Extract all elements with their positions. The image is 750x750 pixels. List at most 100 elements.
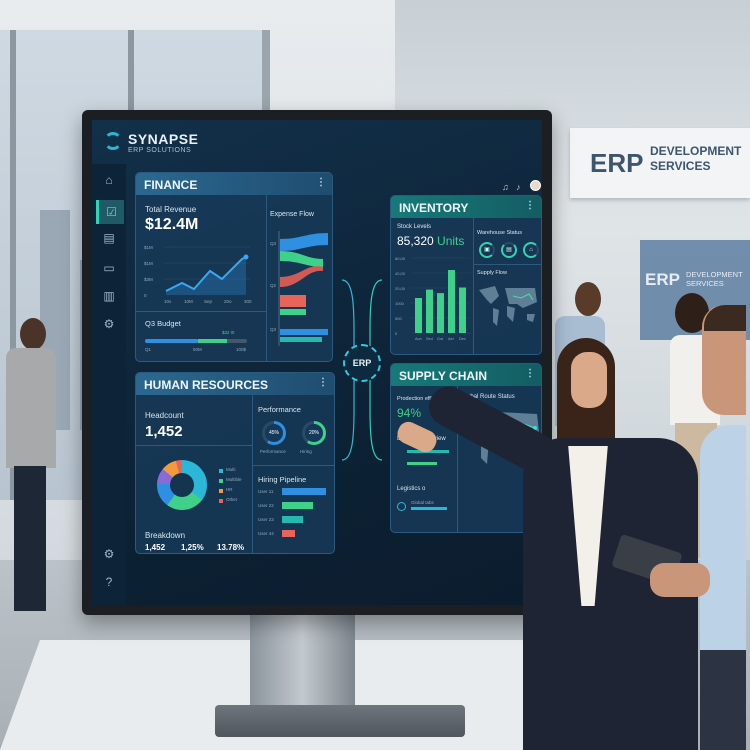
notification-icon[interactable]: ♫ (502, 182, 509, 192)
x-tick-label: 10M (184, 299, 193, 304)
x-tick-label: 10x (164, 299, 172, 304)
pipeline-label: User 23 (258, 517, 274, 522)
y-tick-label: 0 (395, 331, 398, 336)
efficiency-value: 94% (397, 406, 422, 420)
revenue-label: Total Revenue (145, 205, 197, 214)
document-icon[interactable]: ▤ (103, 231, 115, 245)
chart-icon[interactable]: ▥ (103, 289, 115, 303)
inventory-title: INVENTORY (399, 201, 469, 215)
budget-value: $32 0t (222, 330, 235, 335)
stock-bar (448, 270, 455, 333)
y-tick-label: $1M (144, 245, 153, 250)
hiring-pipeline-label: Hiring Pipeline (258, 475, 307, 484)
more-icon[interactable]: ⋮ (316, 177, 326, 188)
folder-icon[interactable]: ▭ (103, 261, 115, 275)
x-tick-label: Aon (415, 337, 422, 341)
stock-bar (437, 293, 444, 333)
gauge-label: Performance (260, 449, 286, 454)
pipeline-bar (282, 488, 326, 495)
y-tick-label: 1000 (395, 301, 405, 306)
budget-tick: 100$ (236, 347, 247, 352)
sign-back-line1: DEVELOPMENT (686, 270, 743, 279)
supply-chain-header: SUPPLY CHAIN ⋮ (391, 364, 541, 386)
flow-bar (280, 295, 306, 307)
stock-bar (415, 298, 422, 333)
sign-big: ERP (590, 148, 644, 178)
legend-label: Multible (226, 477, 242, 482)
breakdown-label: Breakdown (145, 531, 186, 540)
headcount-value: 1,452 (145, 423, 183, 440)
global-bar (411, 507, 447, 510)
y-tick-label: $3M (144, 277, 153, 282)
stat-value: 1,25% (181, 543, 204, 552)
department-donut-chart (157, 460, 207, 510)
hr-panel: HUMAN RESOURCES ⋮ Headcount 1,452 Breakdo… (135, 372, 335, 554)
globe-icon (397, 502, 406, 511)
divider (457, 386, 458, 532)
erp-hub[interactable]: ERP (343, 344, 381, 382)
sidebar: ⌂ ☑ ▤ ▭ ▥ ⚙ ⚙ ? (92, 164, 126, 605)
pipeline-bar (282, 516, 303, 523)
erp-dashboard-screen: SYNAPSE ERP SOLUTIONS ⌂ ☑ ▤ ▭ ▥ ⚙ ⚙ ? ♫ … (92, 120, 542, 605)
revenue-value: $12.4M (145, 216, 199, 233)
person-left-background (2, 318, 72, 618)
man-with-tablet (611, 305, 748, 750)
supply-chain-title: SUPPLY CHAIN (399, 369, 488, 383)
legend-label: Multi (226, 467, 236, 472)
stat-value: 1,452 (145, 543, 166, 552)
divider (473, 264, 541, 265)
synapse-logo: SYNAPSE ERP SOLUTIONS (102, 128, 262, 162)
budget-label: Q3 Budget (145, 319, 181, 328)
gauge-label: Hiring (300, 449, 312, 454)
sign-line2: SERVICES (650, 159, 711, 173)
budget-tick: 50M (193, 347, 202, 352)
stat-label: Uontant (145, 553, 159, 554)
legend-swatch (219, 479, 223, 483)
more-icon[interactable]: ⋮ (525, 368, 535, 379)
warehouse-gauge-icon: ▣ (479, 242, 495, 258)
sign-back-small: DEVELOPMENT SERVICES (686, 270, 743, 288)
stat-label: Renaiding (217, 553, 235, 554)
x-tick-label: Dev (459, 337, 466, 341)
gauge: 20% (302, 421, 326, 445)
flow-bar (280, 329, 328, 335)
stock-value: 85,320 Units (397, 234, 464, 248)
divider (136, 311, 266, 312)
pipeline-label: User 44 (258, 531, 274, 536)
flow-band (280, 251, 323, 267)
stat-label: Performance (181, 553, 204, 554)
divider (252, 465, 334, 466)
more-icon[interactable]: ⋮ (525, 200, 535, 211)
more-icon[interactable]: ⋮ (318, 377, 328, 388)
finance-header: FINANCE ⋮ (136, 173, 332, 195)
expense-row-label: Q2 (270, 283, 277, 288)
gauge-value: 45% (265, 424, 283, 442)
gear-icon[interactable]: ⚙ (103, 317, 115, 331)
global-label: Global tabs (411, 500, 434, 505)
y-tick-label: 40,00 (395, 271, 406, 276)
logistics-label: Legistics o (397, 486, 426, 492)
stock-label: Stock Levels (397, 224, 432, 230)
brand-tagline: ERP SOLUTIONS (128, 147, 192, 154)
dashboard-icon[interactable]: ☑ (96, 200, 124, 224)
divider (136, 445, 252, 446)
settings-icon[interactable]: ⚙ (103, 547, 115, 561)
warehouse-gauge-icon: ⌂ (523, 242, 539, 258)
legend-swatch (219, 489, 223, 493)
gauge: 45% (262, 421, 286, 445)
stat-value: 13.78% (217, 543, 245, 552)
expense-flow-chart (278, 231, 328, 346)
hr-title: HUMAN RESOURCES (144, 378, 269, 392)
home-icon[interactable]: ⌂ (105, 173, 113, 187)
supply-flow-map (479, 286, 537, 326)
supply-flow-label: Supply Flow (477, 270, 507, 276)
expense-row-label: Q3 (270, 327, 277, 332)
avatar[interactable] (530, 180, 541, 191)
legend-swatch (219, 499, 223, 503)
help-icon[interactable]: ? (105, 575, 113, 589)
alert-icon[interactable]: ♪ (516, 182, 521, 192)
sign-back-line2: SERVICES (686, 279, 724, 288)
x-tick-label: Got (437, 337, 444, 341)
revenue-point (243, 254, 249, 260)
legend-swatch (219, 469, 223, 473)
